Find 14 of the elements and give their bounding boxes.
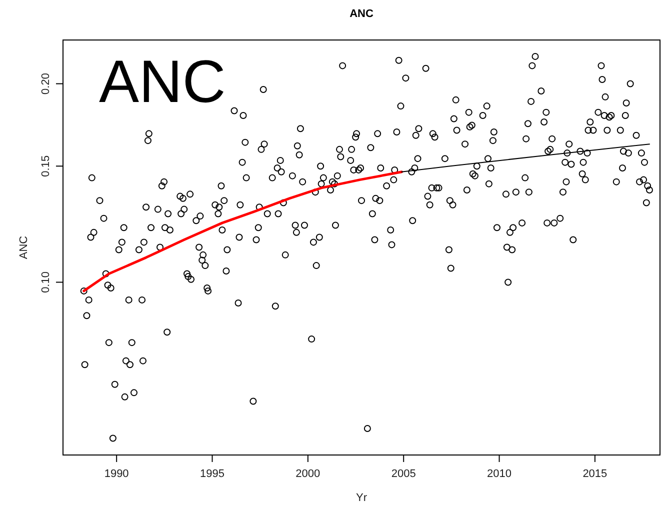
y-tick-label: 0.20 [40,73,52,94]
x-tick-label: 2015 [582,468,608,480]
x-tick-label: 1995 [200,468,224,480]
x-tick-label: 2005 [391,468,416,480]
y-tick-label: 0.10 [40,272,52,293]
annotation: ANC [99,48,226,115]
x-axis-title: Yr [356,492,368,504]
line-series [401,144,650,172]
y-axis-title: ANC [18,236,30,260]
y-tick-label: 0.15 [40,155,52,177]
x-tick-label: 2000 [296,468,320,480]
x-tick-label: 2010 [487,468,512,480]
chart-title: ANC [350,8,374,20]
x-tick-label: 1990 [104,468,129,480]
